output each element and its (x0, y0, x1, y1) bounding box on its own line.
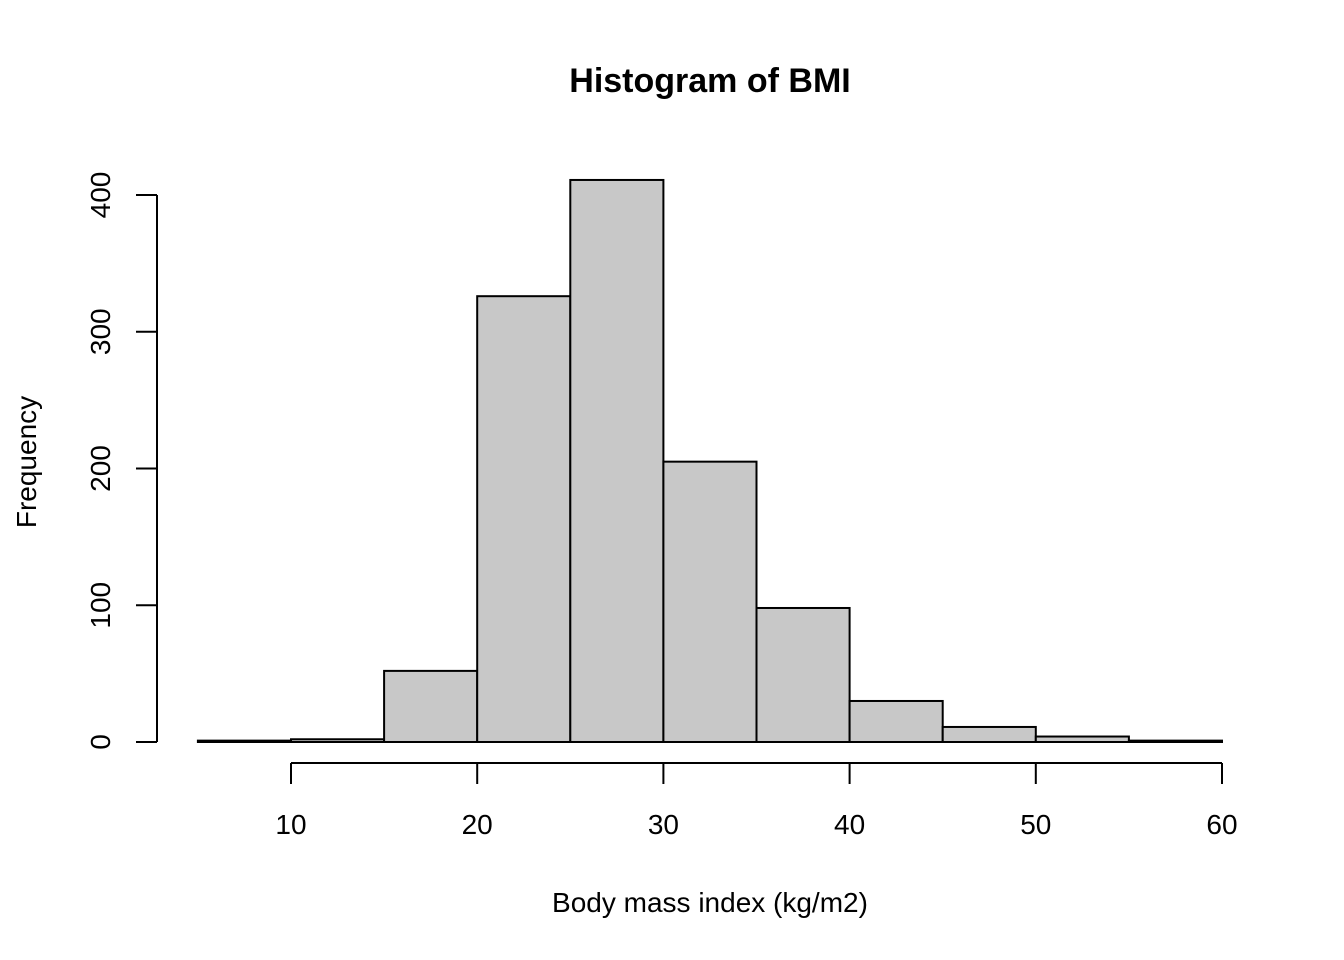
histogram-bar-40-45 (848, 699, 944, 743)
histogram-bar-55-60 (1127, 739, 1224, 744)
histogram-bar-15-20 (383, 669, 479, 744)
x-tick-label-20: 20 (462, 809, 493, 840)
histogram-bar-5-10 (196, 739, 292, 744)
y-tick-label-300: 300 (85, 308, 116, 355)
x-tick-label-60: 60 (1206, 809, 1237, 840)
histogram-bar-10-15 (290, 738, 386, 744)
y-tick-label-400: 400 (85, 172, 116, 219)
y-axis-label: Frequency (11, 396, 42, 528)
histogram-bar-50-55 (1034, 735, 1130, 744)
x-axis-label: Body mass index (kg/m2) (552, 887, 868, 918)
chart-title: Histogram of BMI (569, 62, 850, 100)
bars-group (196, 178, 1224, 744)
x-tick-label-10: 10 (275, 809, 306, 840)
x-tick-label-30: 30 (648, 809, 679, 840)
y-axis: 0 100 200 300 400 (85, 172, 158, 750)
x-axis: 10 20 30 40 50 60 (275, 762, 1238, 840)
histogram-bar-35-40 (755, 606, 851, 743)
histogram-bar-45-50 (941, 725, 1037, 744)
y-tick-label-100: 100 (85, 582, 116, 629)
y-tick-label-0: 0 (85, 734, 116, 750)
y-tick-label-200: 200 (85, 445, 116, 492)
histogram-bar-25-30 (569, 178, 665, 743)
histogram-bar-30-35 (662, 460, 758, 743)
x-tick-label-40: 40 (834, 809, 865, 840)
x-tick-label-50: 50 (1020, 809, 1051, 840)
histogram-bar-20-25 (476, 295, 572, 743)
